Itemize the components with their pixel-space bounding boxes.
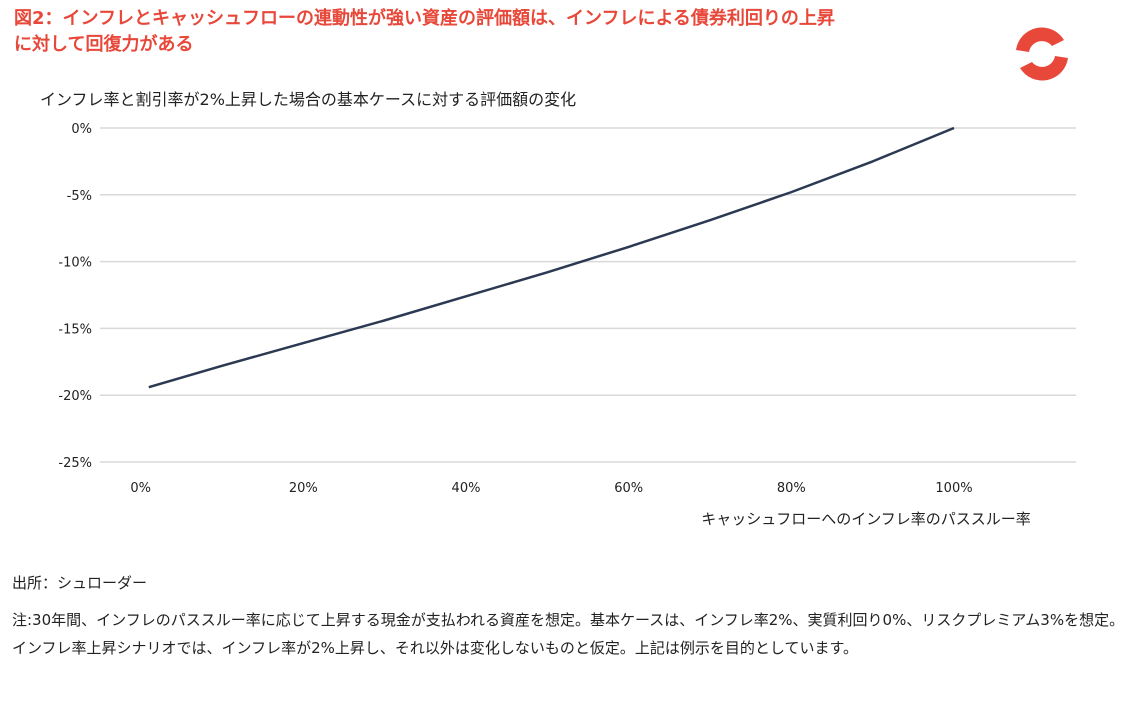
y-tick-label: -5% bbox=[67, 189, 92, 204]
source-text: 出所：シュローダー bbox=[12, 574, 148, 592]
x-axis-label: キャッシュフローへのインフレ率のパススルー率 bbox=[701, 510, 1031, 528]
chart-title: インフレ率と割引率が2%上昇した場合の基本ケースに対する評価額の変化 bbox=[40, 90, 577, 109]
x-tick-label: 0% bbox=[130, 481, 151, 496]
y-tick-label: -10% bbox=[58, 256, 92, 271]
x-tick-label: 60% bbox=[614, 481, 643, 496]
x-tick-label: 40% bbox=[452, 481, 481, 496]
figure-title-line-1: 図2：インフレとキャッシュフローの連動性が強い資産の評価額は、インフレによる債券… bbox=[14, 8, 835, 29]
figure-title: 図2：インフレとキャッシュフローの連動性が強い資産の評価額は、インフレによる債券… bbox=[14, 6, 974, 58]
y-tick-label: -15% bbox=[58, 322, 92, 337]
y-tick-label: -20% bbox=[58, 389, 92, 404]
schroders-ring-logo-icon bbox=[1016, 27, 1068, 81]
figure-title-line-2: に対して回復力がある bbox=[14, 34, 194, 55]
x-tick-label: 100% bbox=[935, 481, 972, 496]
x-tick-label: 20% bbox=[289, 481, 318, 496]
footnote-text: 注:30年間、インフレのパススルー率に応じて上昇する現金が支払われる資産を想定。… bbox=[12, 611, 1125, 657]
line-chart: 0% -5% -10% -15% -20% -25% 0% 20% 40% 60% 80% 100%… bbox=[58, 122, 1076, 528]
y-tick-label: -25% bbox=[58, 456, 92, 471]
series-line bbox=[148, 126, 955, 389]
x-tick-label: 80% bbox=[777, 481, 806, 496]
y-tick-label: 0% bbox=[71, 122, 92, 137]
